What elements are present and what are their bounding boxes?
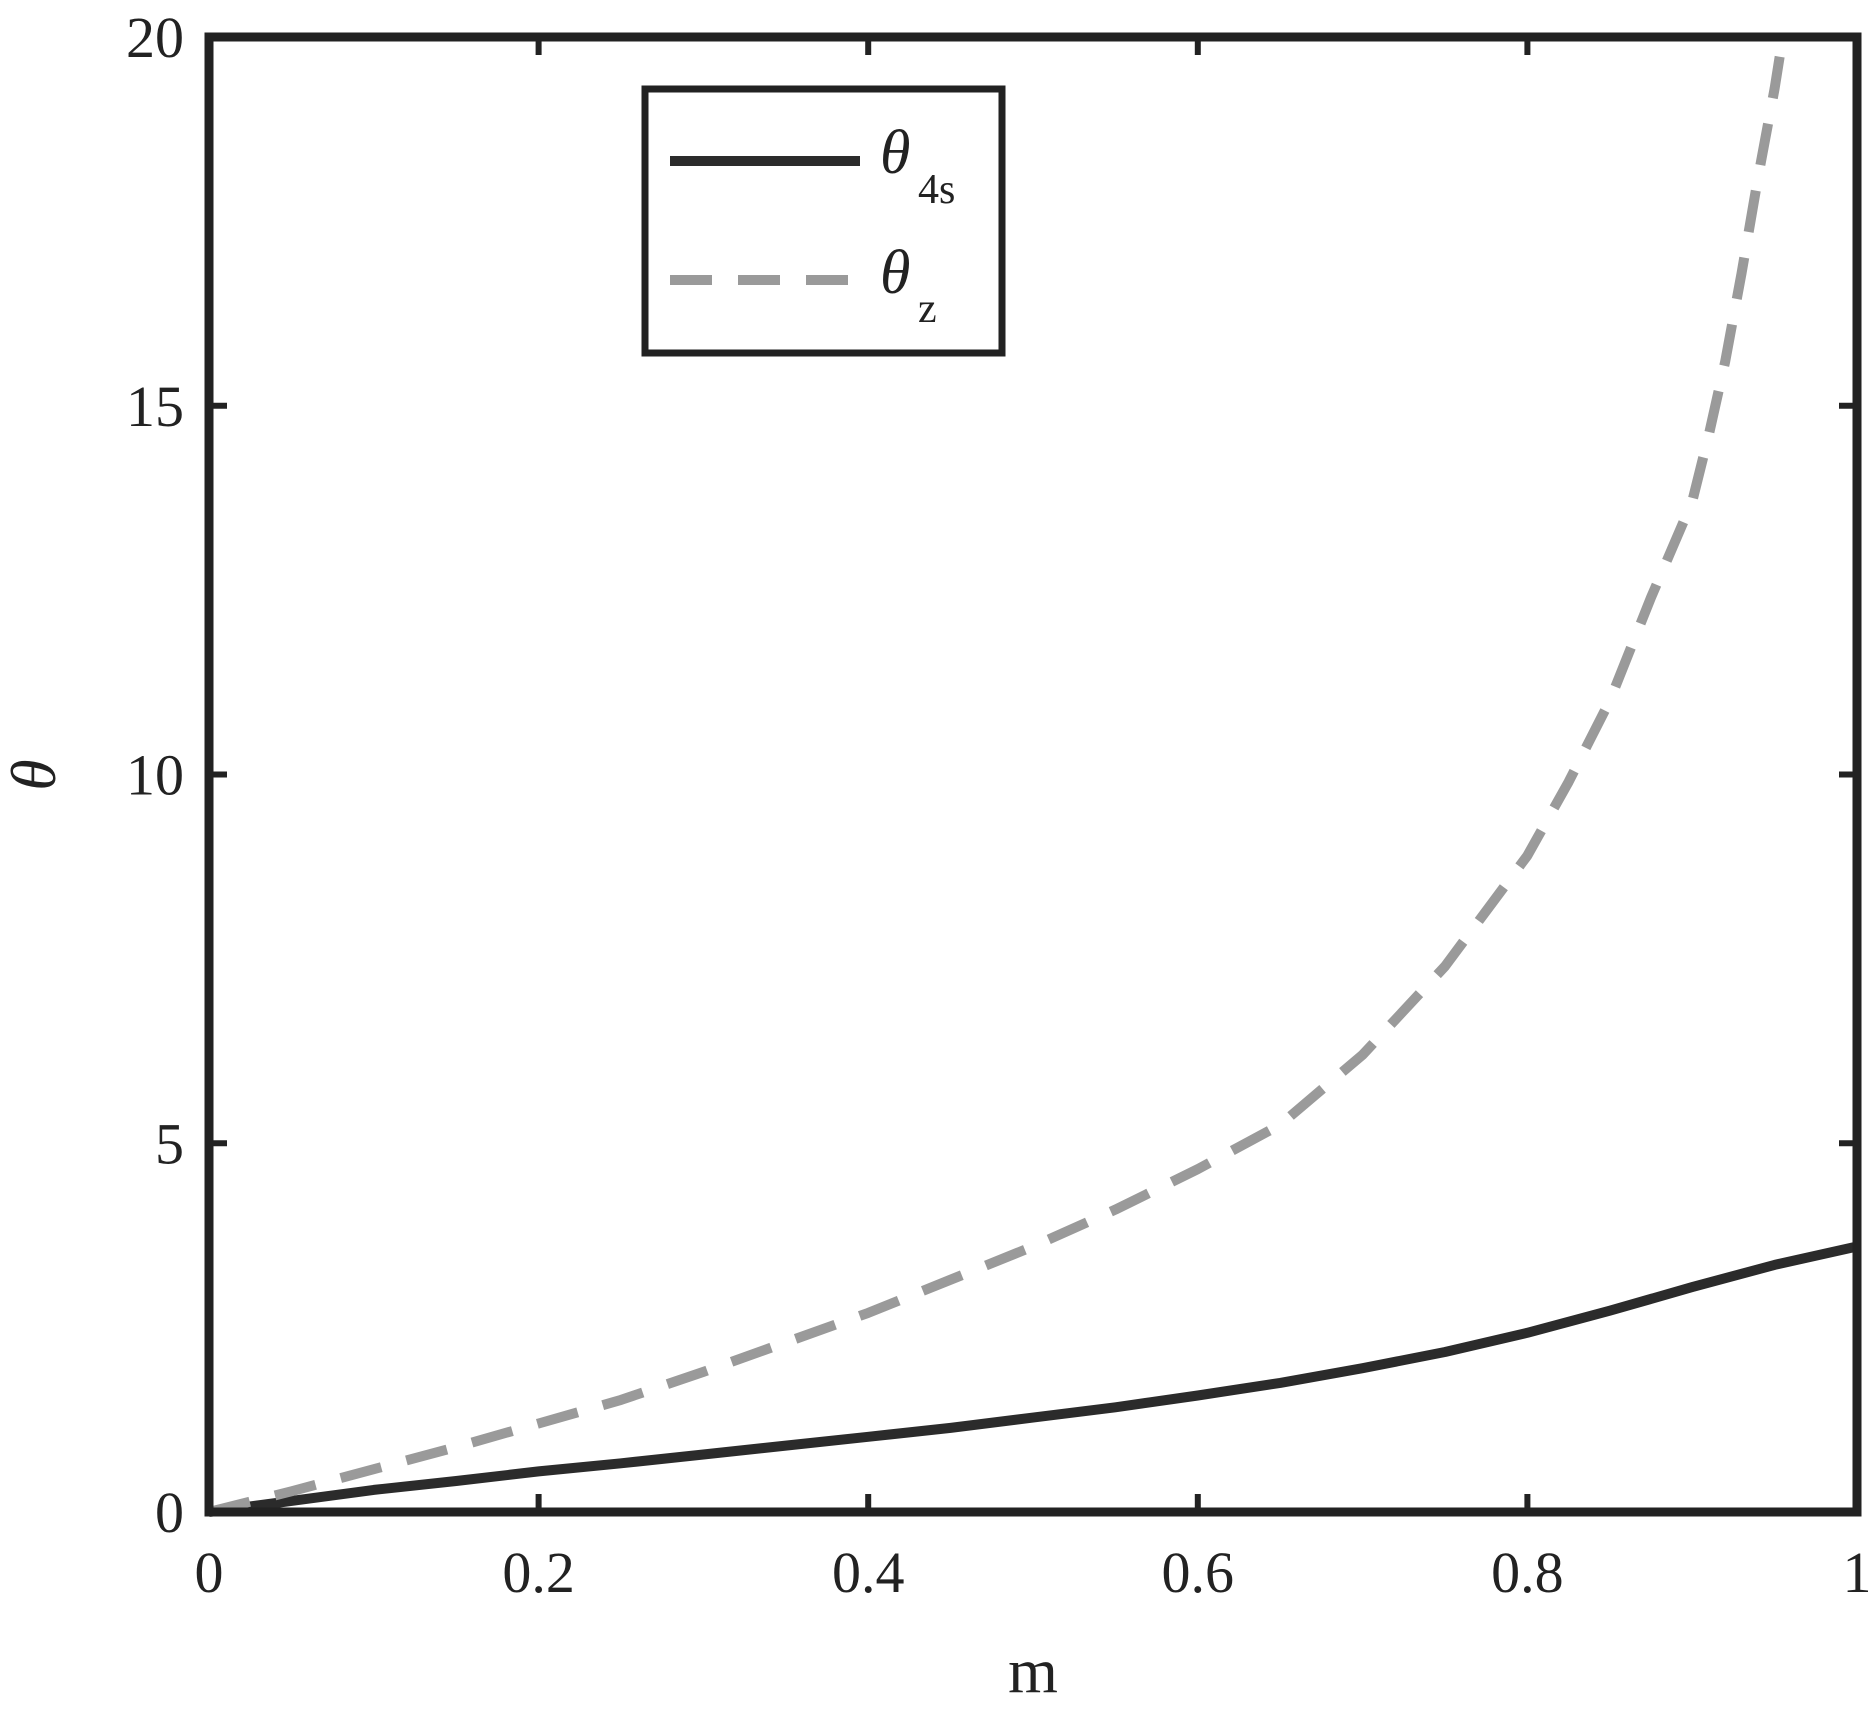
legend: θ 4s θ z (641, 85, 1006, 357)
series-line-1 (207, 36, 1788, 1517)
y-tick-label: 15 (126, 374, 184, 439)
y-tick-label: 0 (155, 1480, 184, 1545)
y-tick-label: 10 (126, 743, 184, 808)
legend-label-theta-4s: θ (880, 119, 910, 187)
x-axis-label: m (1008, 1635, 1058, 1706)
y-axis-label: θ (0, 759, 69, 790)
legend-sub-theta-4s: 4s (918, 167, 955, 213)
legend-label-theta-z: θ (880, 239, 910, 307)
x-tick-label: 0.2 (502, 1540, 575, 1605)
legend-box (641, 85, 1006, 357)
y-tick-label: 20 (126, 5, 184, 70)
x-tick-label: 0.4 (832, 1540, 905, 1605)
legend-sub-theta-z: z (918, 286, 937, 332)
series-lines (207, 36, 1859, 1517)
plot-frame (204, 32, 1862, 1517)
x-tick-label: 0.8 (1491, 1540, 1564, 1605)
x-tick-label: 0.6 (1162, 1540, 1235, 1605)
series-line-0 (208, 1241, 1859, 1517)
x-tick-label: 1 (1843, 1540, 1872, 1605)
y-tick-label: 5 (155, 1111, 184, 1176)
x-tick-label: 0 (195, 1540, 224, 1605)
